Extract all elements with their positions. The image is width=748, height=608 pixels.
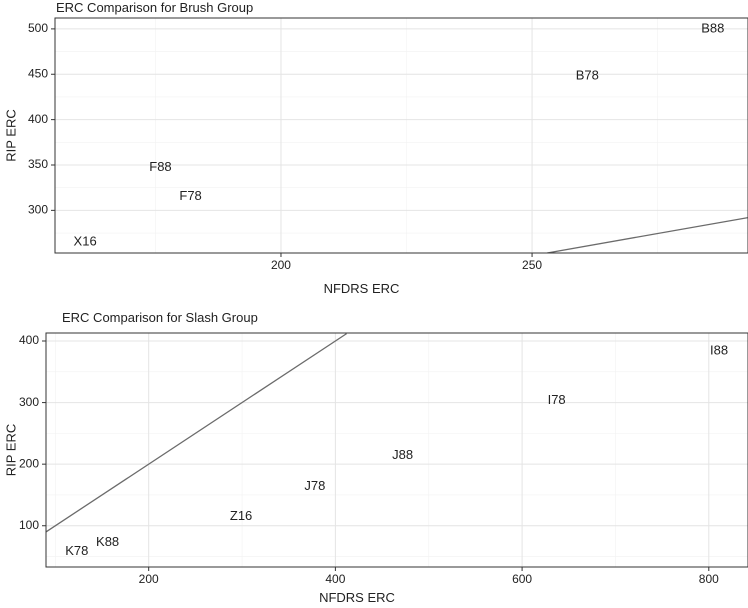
x-tick-label: 200 — [139, 572, 159, 586]
y-tick-label: 350 — [28, 157, 48, 171]
y-tick-label: 500 — [28, 21, 48, 35]
point-label-x16: X16 — [74, 234, 97, 249]
x-tick-label: 400 — [325, 572, 345, 586]
point-label-j88: J88 — [392, 447, 413, 462]
point-label-z16: Z16 — [230, 508, 252, 523]
x-tick-label: 250 — [522, 258, 542, 272]
y-axis-label: RIP ERC — [3, 424, 18, 477]
x-axis-label: NFDRS ERC — [324, 281, 400, 296]
chart-title: ERC Comparison for Slash Group — [62, 310, 258, 325]
point-label-i78: I78 — [548, 392, 566, 407]
plot-border — [54, 17, 748, 254]
point-label-k88: K88 — [96, 534, 119, 549]
point-label-b78: B78 — [576, 68, 599, 83]
chart-panel-2: K78 K88 Z16 J78 J88 I78 I88 200 400 600 800 100 200 3… — [3, 310, 748, 605]
y-tick-label: 300 — [19, 395, 39, 409]
point-label-f78: F78 — [179, 188, 201, 203]
reference-line — [547, 216, 748, 253]
y-tick-label: 400 — [28, 112, 48, 126]
point-label-f88: F88 — [149, 159, 171, 174]
chart-title: ERC Comparison for Brush Group — [56, 0, 253, 15]
x-tick-label: 600 — [512, 572, 532, 586]
point-label-j78: J78 — [304, 478, 325, 493]
y-tick-label: 100 — [19, 518, 39, 532]
reference-line — [46, 333, 347, 533]
y-tick-label: 200 — [19, 456, 39, 470]
point-label-b88: B88 — [701, 20, 724, 35]
y-tick-label: 400 — [19, 333, 39, 347]
point-label-i88: I88 — [710, 342, 728, 357]
y-tick-label: 450 — [28, 66, 48, 80]
plot-background — [55, 18, 748, 253]
y-axis-label: RIP ERC — [3, 109, 18, 162]
point-label-k78: K78 — [65, 543, 88, 558]
plot-border — [45, 332, 748, 568]
x-tick-label: 200 — [271, 258, 291, 272]
y-tick-label: 300 — [28, 203, 48, 217]
x-tick-label: 800 — [699, 572, 719, 586]
x-axis-label: NFDRS ERC — [319, 590, 395, 603]
chart-panel-1: X16 F78 F88 B78 B88 200 250 300 350 400 450 500 ERC … — [3, 0, 748, 296]
